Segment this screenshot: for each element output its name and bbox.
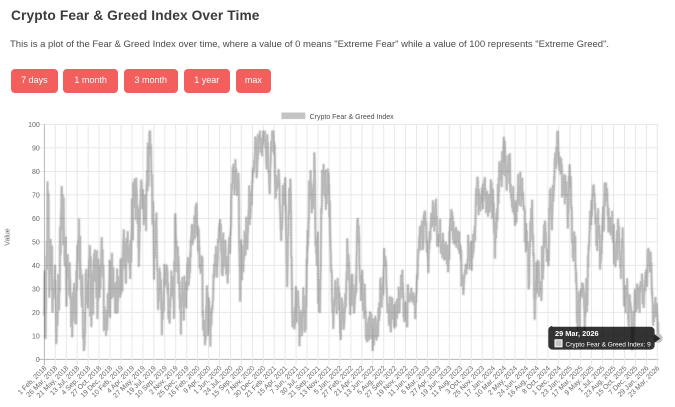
svg-text:20: 20 bbox=[32, 310, 40, 317]
svg-text:Crypto Fear & Greed Index: Crypto Fear & Greed Index bbox=[310, 114, 395, 121]
svg-text:Crypto Fear & Greed Index: 9: Crypto Fear & Greed Index: 9 bbox=[566, 341, 652, 348]
svg-text:70: 70 bbox=[32, 192, 40, 199]
svg-text:29 Mar, 2026: 29 Mar, 2026 bbox=[555, 329, 599, 338]
svg-text:10: 10 bbox=[32, 333, 40, 340]
svg-text:30: 30 bbox=[32, 286, 40, 293]
svg-text:50: 50 bbox=[32, 239, 40, 246]
svg-text:100: 100 bbox=[28, 122, 40, 129]
svg-text:40: 40 bbox=[32, 263, 40, 270]
svg-text:80: 80 bbox=[32, 169, 40, 176]
svg-text:0: 0 bbox=[36, 357, 40, 364]
svg-text:Value: Value bbox=[5, 228, 12, 245]
svg-text:60: 60 bbox=[32, 216, 40, 223]
svg-text:90: 90 bbox=[32, 145, 40, 152]
